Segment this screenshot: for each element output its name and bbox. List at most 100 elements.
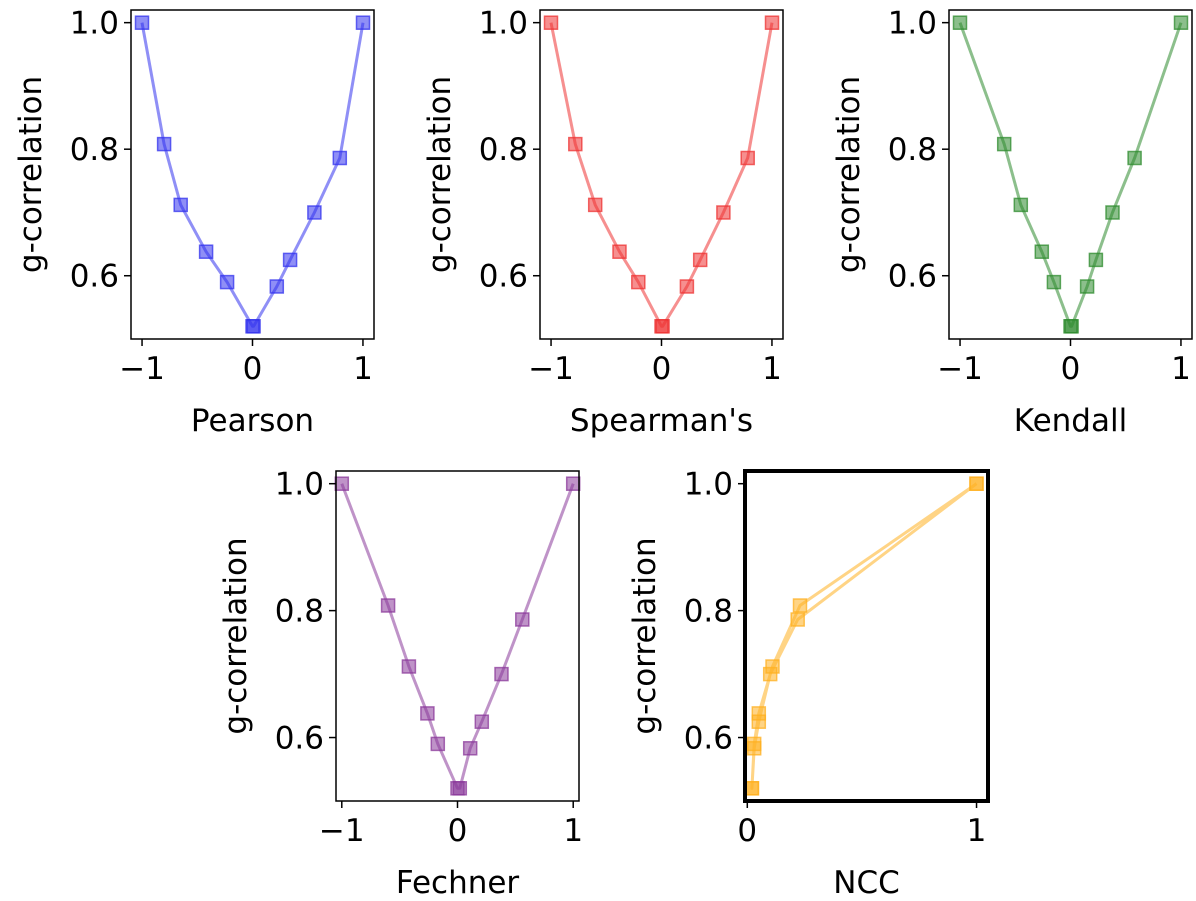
subplot-fechner: −1 0 1 0.6 0.8 1.0 Fechner g-correlation [218, 467, 583, 901]
y-tick-label: 1.0 [70, 6, 119, 42]
axes-frame [948, 9, 1193, 340]
y-tick-label: 0.6 [888, 259, 937, 295]
x-axis-label-ncc: NCC [833, 865, 899, 901]
axes-frame [743, 469, 990, 803]
data-point [740, 150, 755, 166]
data-point [307, 205, 322, 220]
y-tick-label: 0.8 [70, 132, 119, 168]
data-point [355, 15, 371, 30]
series-line [140, 22, 365, 328]
data-point [655, 319, 670, 334]
y-tick-label: 0.6 [684, 721, 733, 757]
axes-frame [335, 470, 580, 802]
x-tick-label: 1 [762, 351, 782, 387]
data-point [198, 244, 214, 259]
data-point [744, 781, 760, 796]
y-tick-label: 1.0 [275, 467, 324, 503]
series-line [340, 483, 575, 790]
data-point [1105, 205, 1120, 220]
y-tick-label: 0.6 [70, 259, 119, 295]
subplot-spearman: −1 0 1 0.6 0.8 1.0 Spearman's g-correlation [422, 6, 784, 439]
data-point [1034, 244, 1050, 259]
y-tick-label: 0.8 [684, 594, 733, 630]
data-point [334, 476, 350, 491]
data-point [219, 274, 235, 290]
series-line [549, 22, 774, 328]
y-axis-label: g-correlation [218, 537, 254, 734]
data-point [462, 741, 478, 756]
data-point [515, 612, 530, 627]
data-point [612, 244, 627, 259]
data-point [474, 714, 490, 729]
x-axis-label-kendall: Kendall [1014, 403, 1127, 439]
data-point [716, 205, 731, 220]
data-point [420, 706, 435, 721]
x-tick-label: −1 [319, 813, 365, 849]
x-axis-label-fechner: Fechner [396, 865, 520, 901]
data-point [1173, 15, 1189, 30]
data-point [969, 476, 984, 491]
y-tick-label: 1.0 [888, 6, 937, 42]
y-axis-label: g-correlation [627, 537, 663, 734]
x-tick-label: −1 [119, 351, 165, 387]
data-point [494, 666, 509, 682]
subplot-kendall: −1 0 1 0.6 0.8 1.0 Kendall g-correlation [831, 6, 1193, 439]
x-tick-label: 0 [737, 813, 757, 849]
data-point [332, 150, 348, 166]
series-line [750, 482, 978, 790]
x-axis-label-spearman-s: Spearman's [570, 403, 753, 439]
x-tick-label: 1 [967, 813, 987, 849]
x-tick-label: 1 [563, 813, 583, 849]
data-point [134, 15, 150, 30]
data-point [282, 252, 298, 268]
y-axis-label: g-correlation [831, 76, 867, 273]
data-point [1088, 252, 1104, 268]
data-point [452, 781, 468, 796]
data-point [380, 598, 396, 613]
x-tick-label: 0 [652, 351, 672, 387]
data-point [173, 197, 188, 213]
y-tick-label: 1.0 [479, 6, 528, 42]
data-point [587, 197, 603, 213]
data-point [269, 279, 285, 294]
data-point [565, 476, 581, 491]
data-point [762, 666, 778, 682]
series-line [958, 22, 1183, 328]
x-tick-label: 0 [243, 351, 263, 387]
x-tick-label: 0 [1061, 351, 1081, 387]
y-tick-label: 0.8 [479, 132, 528, 168]
data-point [1064, 319, 1079, 334]
data-point [1013, 197, 1029, 213]
data-point [401, 659, 417, 674]
data-point [246, 319, 261, 334]
y-tick-label: 0.8 [888, 132, 937, 168]
y-tick-label: 1.0 [684, 467, 733, 503]
data-point [692, 252, 708, 268]
x-tick-label: 1 [353, 351, 373, 387]
data-point [1046, 274, 1062, 290]
data-point [792, 598, 808, 613]
y-axis-label: g-correlation [422, 76, 458, 273]
x-tick-label: −1 [528, 351, 574, 387]
x-axis-label-pearson: Pearson [191, 403, 314, 439]
x-tick-label: −1 [937, 351, 983, 387]
axes-frame [539, 9, 784, 340]
data-point [543, 15, 559, 30]
y-tick-label: 0.6 [275, 721, 324, 757]
data-point [746, 741, 762, 756]
x-tick-label: 0 [448, 813, 468, 849]
subplot-pearson: −1 0 1 0.6 0.8 1.0 Pearson g-correlation [13, 6, 375, 439]
data-point [996, 136, 1012, 152]
data-point [1079, 279, 1095, 294]
data-point [679, 279, 695, 294]
y-axis-label: g-correlation [13, 76, 49, 273]
data-point [568, 136, 583, 152]
data-point [631, 274, 646, 290]
subplot-ncc: 0 1 0.6 0.8 1.0 NCC g-correlation [627, 467, 990, 901]
y-tick-label: 0.8 [275, 594, 324, 630]
x-tick-label: 1 [1171, 351, 1191, 387]
data-point [790, 612, 805, 627]
y-tick-label: 0.6 [479, 259, 528, 295]
data-point [952, 15, 968, 30]
data-point [430, 736, 446, 752]
